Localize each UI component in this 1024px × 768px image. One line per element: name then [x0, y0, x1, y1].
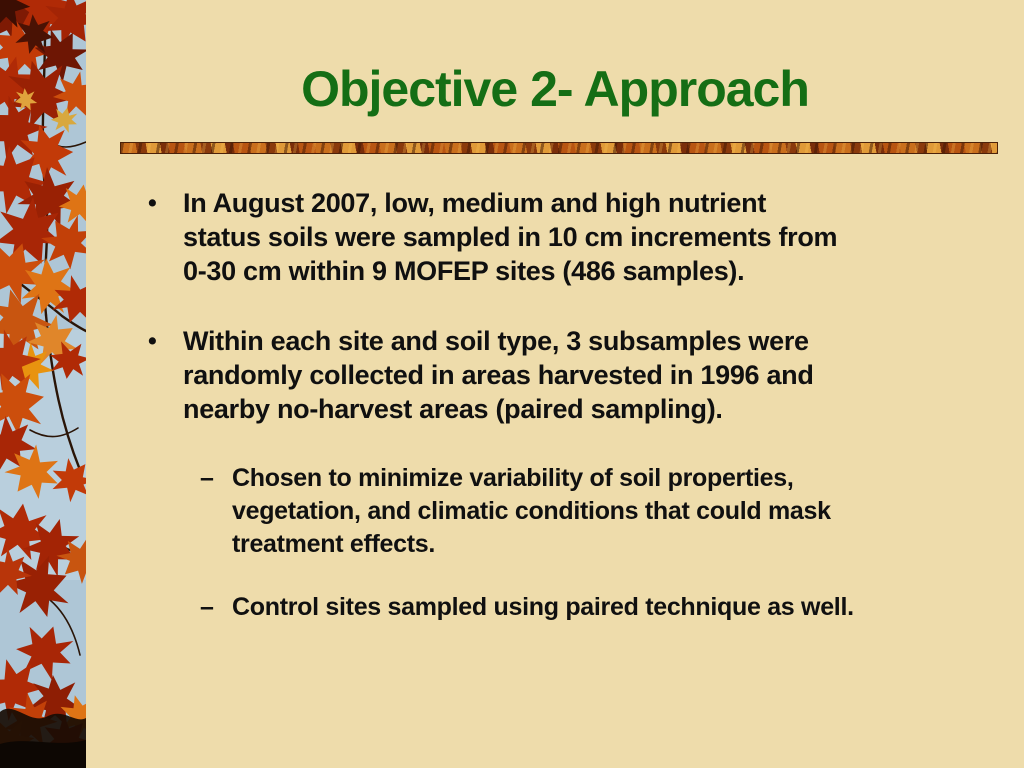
autumn-leaves-divider	[120, 142, 998, 154]
bullet-text: In August 2007, low, medium and high nut…	[183, 188, 838, 286]
bullet-item-2: • Within each site and soil type, 3 subs…	[148, 324, 1008, 426]
dash-marker: –	[200, 464, 214, 492]
bullet-text: Control sites sampled using paired techn…	[232, 593, 854, 621]
bullet-item-1: • In August 2007, low, medium and high n…	[148, 186, 1008, 288]
slide-title: Objective 2- Approach	[301, 61, 810, 117]
sub-bullet-item-1: – Chosen to minimize variability of soil…	[200, 462, 1008, 561]
bullet-marker: •	[148, 327, 157, 355]
bullet-marker: •	[148, 189, 157, 217]
bullet-text: Chosen to minimize variability of soil p…	[232, 464, 831, 558]
dash-marker: –	[200, 593, 214, 621]
sub-bullet-item-2: – Control sites sampled using paired tec…	[200, 591, 1008, 624]
bullet-text: Within each site and soil type, 3 subsam…	[183, 326, 814, 424]
autumn-leaves-photo	[0, 0, 86, 768]
bullet-list: • In August 2007, low, medium and high n…	[0, 186, 1008, 654]
